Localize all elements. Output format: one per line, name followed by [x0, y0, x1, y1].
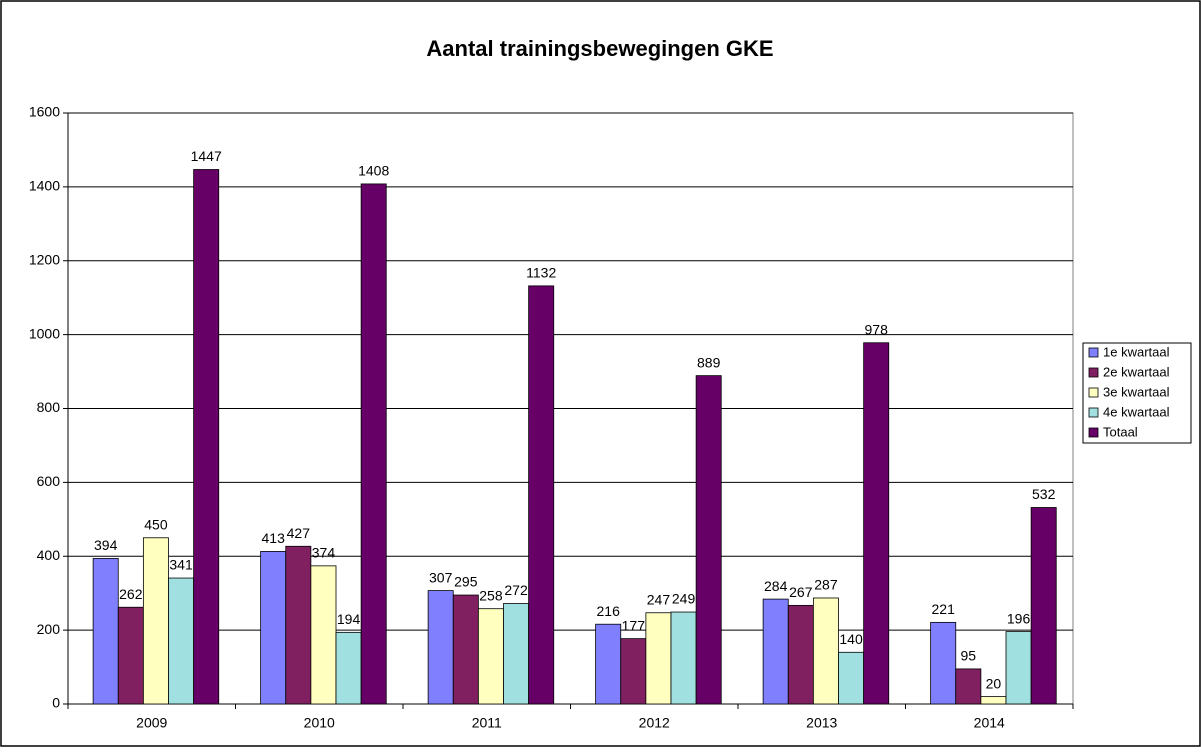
bar	[1030, 507, 1057, 705]
bar	[92, 558, 119, 705]
bar	[787, 604, 814, 705]
bar	[285, 545, 312, 705]
data-label: 394	[94, 537, 118, 553]
data-label: 247	[647, 591, 671, 607]
x-tick-label: 2009	[136, 715, 167, 731]
legend-label: 2e kwartaal	[1103, 364, 1170, 379]
data-label: 374	[312, 545, 336, 561]
y-tick-label: 200	[37, 621, 61, 637]
legend-label: 4e kwartaal	[1103, 404, 1170, 419]
data-label: 295	[454, 574, 478, 590]
bar	[477, 608, 504, 705]
data-label: 532	[1032, 486, 1056, 502]
data-label: 978	[865, 321, 889, 337]
bar	[980, 696, 1007, 705]
bar	[452, 594, 479, 705]
x-tick-label: 2014	[974, 715, 1005, 731]
legend-label: Totaal	[1103, 424, 1138, 439]
bar	[528, 285, 555, 705]
data-label: 287	[814, 577, 838, 593]
bar	[310, 565, 337, 705]
legend-box	[1082, 342, 1192, 444]
bar	[142, 537, 169, 705]
data-label: 272	[504, 582, 528, 598]
legend-label: 1e kwartaal	[1103, 344, 1170, 359]
y-tick-label: 400	[37, 547, 61, 563]
data-label: 889	[697, 354, 721, 370]
y-tick-label: 1000	[29, 325, 60, 341]
chart-title: Aantal trainingsbewegingen GKE	[426, 36, 773, 61]
data-label: 427	[287, 525, 311, 541]
data-label: 249	[672, 591, 696, 607]
bar	[620, 638, 647, 705]
bar	[335, 631, 362, 705]
bar	[260, 551, 287, 705]
y-tick-label: 0	[52, 695, 60, 711]
data-label: 177	[622, 617, 646, 633]
data-label: 1132	[526, 265, 556, 281]
data-label: 341	[169, 557, 193, 573]
data-label: 95	[961, 648, 977, 664]
bar	[503, 603, 530, 705]
y-tick-label: 1400	[29, 178, 60, 194]
data-label: 1408	[358, 163, 389, 179]
data-label: 413	[262, 530, 286, 546]
data-label: 140	[839, 631, 863, 647]
data-label: 307	[429, 569, 453, 585]
y-tick-label: 1200	[29, 251, 60, 267]
data-label: 196	[1007, 610, 1031, 626]
x-tick-label: 2012	[639, 715, 670, 731]
bar	[762, 598, 789, 705]
x-tick-label: 2011	[472, 715, 502, 731]
data-label: 20	[986, 675, 1002, 691]
bar	[168, 577, 195, 705]
legend-label: 3e kwartaal	[1103, 384, 1170, 399]
legend-swatch	[1088, 367, 1099, 378]
data-label: 267	[789, 584, 813, 600]
legend-swatch	[1088, 387, 1099, 398]
bar	[645, 612, 672, 705]
data-label: 221	[932, 601, 956, 617]
y-tick-label: 600	[37, 473, 61, 489]
bar	[360, 183, 387, 705]
bar	[863, 342, 890, 705]
bar	[595, 623, 622, 705]
data-label: 258	[479, 587, 503, 603]
bar	[838, 651, 865, 705]
bar	[1005, 631, 1032, 705]
y-tick-label: 800	[37, 399, 61, 415]
data-label: 284	[764, 578, 788, 594]
legend-swatch	[1088, 427, 1099, 438]
bar	[955, 668, 982, 705]
bar	[695, 375, 722, 705]
bar	[193, 169, 220, 705]
data-label: 450	[144, 516, 168, 532]
x-tick-label: 2013	[806, 715, 837, 731]
legend-swatch	[1088, 347, 1099, 358]
data-label: 262	[119, 586, 143, 602]
data-label: 216	[597, 603, 621, 619]
y-tick-label: 1600	[29, 104, 60, 120]
bar	[427, 590, 454, 705]
data-label: 194	[337, 611, 361, 627]
legend-swatch	[1088, 407, 1099, 418]
bar	[812, 597, 839, 705]
x-tick-label: 2010	[304, 715, 335, 731]
bar	[670, 611, 697, 705]
data-label: 1447	[191, 148, 222, 164]
bar	[930, 621, 957, 705]
bar	[117, 606, 144, 705]
